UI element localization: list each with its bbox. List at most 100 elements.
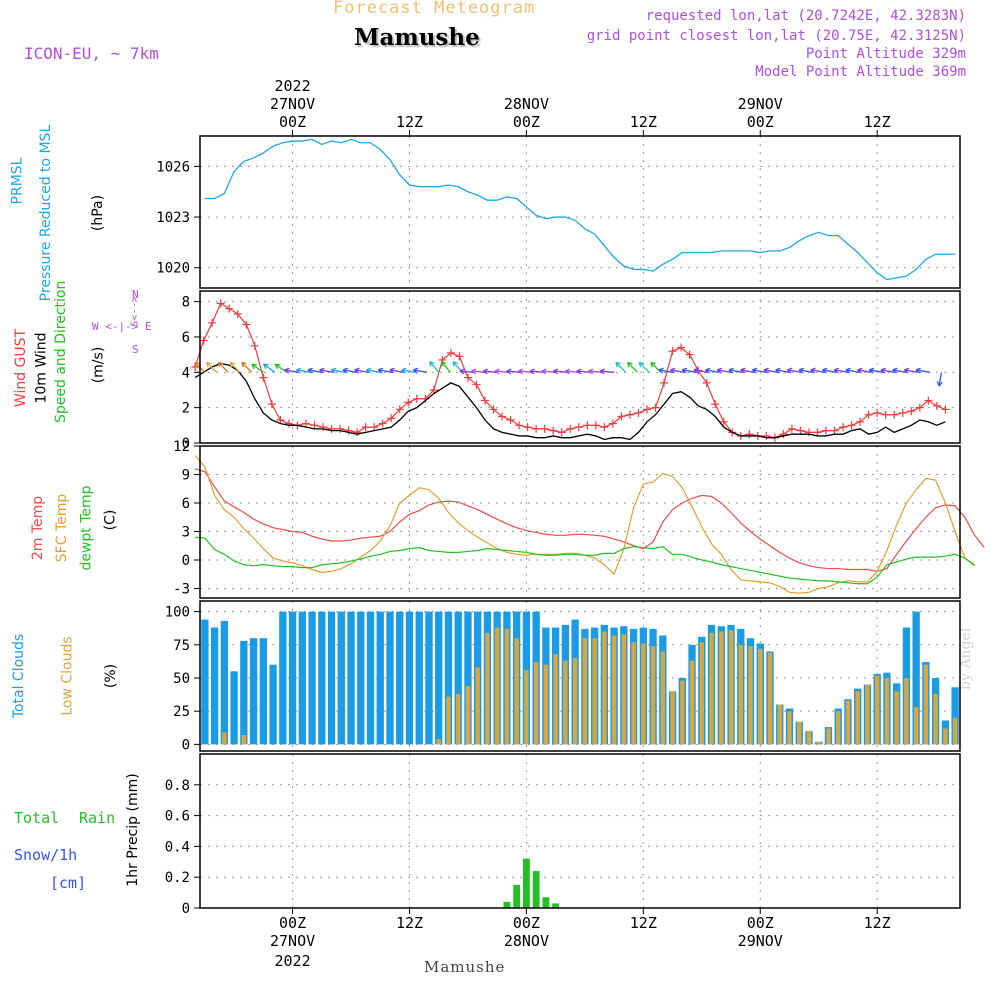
total-cloud-bar bbox=[318, 611, 326, 745]
gust-marker bbox=[898, 408, 907, 417]
wind-direction-arrow bbox=[295, 367, 311, 374]
wind-direction-arrow bbox=[740, 367, 755, 374]
wind-direction-arrow bbox=[366, 367, 381, 374]
gust-marker bbox=[225, 304, 234, 313]
wind-direction-arrow bbox=[319, 367, 334, 374]
gust-marker bbox=[378, 419, 387, 428]
temp-frame bbox=[199, 445, 961, 599]
temp-ytick-label: 6 bbox=[182, 496, 190, 512]
requested-coords: requested lon,lat (20.7242E, 42.3283N) bbox=[645, 8, 966, 24]
gust-marker bbox=[711, 400, 720, 409]
precip-snow-label: Snow/1h bbox=[14, 846, 78, 864]
rain-bar bbox=[523, 858, 530, 908]
gust-marker bbox=[344, 426, 353, 435]
rain-bar bbox=[532, 871, 540, 908]
low-cloud-bar bbox=[923, 664, 929, 745]
gust-marker bbox=[566, 424, 575, 433]
bottom-time-date: 28NOV bbox=[504, 932, 549, 950]
gust-marker bbox=[284, 419, 293, 428]
total-cloud-bar bbox=[366, 611, 375, 745]
gust-marker bbox=[387, 414, 396, 423]
total-cloud-bar bbox=[259, 638, 267, 745]
wind-direction-arrow bbox=[541, 368, 556, 375]
low-cloud-bar bbox=[777, 704, 782, 745]
total-cloud-bar bbox=[230, 671, 238, 745]
wind-direction-arrow bbox=[389, 367, 404, 374]
wind-direction-arrow bbox=[599, 368, 615, 375]
low-cloud-bar bbox=[494, 627, 500, 745]
temp-ytick-label: 3 bbox=[182, 525, 190, 541]
gust-marker bbox=[540, 424, 549, 433]
gust-marker bbox=[856, 417, 865, 426]
gust-marker bbox=[250, 341, 259, 350]
wind-direction-arrow bbox=[412, 367, 428, 374]
total-cloud-bar bbox=[464, 611, 472, 745]
low-cloud-bar bbox=[514, 638, 519, 745]
top-time-hour: 12Z bbox=[864, 113, 891, 131]
cloud-ytick-label: 25 bbox=[173, 704, 190, 720]
gust-marker bbox=[941, 405, 950, 414]
low-cloud-bar bbox=[855, 691, 860, 745]
wind-ytick-label: 6 bbox=[182, 330, 190, 346]
low-cloud-bar bbox=[611, 635, 617, 745]
wind-direction-arrow bbox=[775, 367, 790, 374]
wind-ytick-label: 0 bbox=[182, 436, 190, 452]
bottom-time-hour: 12Z bbox=[396, 914, 423, 932]
gust-marker bbox=[429, 385, 438, 394]
total-cloud-bar bbox=[376, 611, 384, 745]
pressure-ytick-label: 1026 bbox=[156, 159, 190, 175]
wind-direction-arrow bbox=[217, 361, 229, 373]
gust-marker bbox=[847, 421, 856, 430]
gust-marker bbox=[924, 396, 933, 405]
total-cloud-bar bbox=[308, 611, 316, 745]
low-cloud-bar bbox=[845, 700, 851, 745]
gust-marker bbox=[472, 380, 481, 389]
low-cloud-bar bbox=[504, 628, 510, 745]
total-cloud-bar bbox=[220, 620, 229, 745]
compass-s: S bbox=[132, 343, 139, 356]
gust-marker bbox=[779, 430, 788, 439]
gust-marker bbox=[353, 428, 362, 437]
gust-marker bbox=[319, 423, 328, 432]
low-cloud-bar bbox=[933, 693, 938, 745]
low-cloud-bar bbox=[222, 732, 227, 745]
bottom-time-year: 2022 bbox=[275, 952, 311, 970]
rain-bar bbox=[503, 901, 511, 908]
gust-marker bbox=[395, 405, 404, 414]
total-cloud-bar bbox=[240, 640, 248, 745]
temp-ytick-label: 9 bbox=[182, 468, 190, 484]
precip-ytick-label: 0.4 bbox=[165, 839, 190, 855]
cloud-ytick-label: 100 bbox=[165, 605, 190, 621]
dewpt-line bbox=[195, 536, 975, 585]
gust-marker bbox=[813, 428, 822, 437]
wind-direction-arrow bbox=[517, 368, 533, 375]
low-cloud-bar bbox=[241, 735, 247, 745]
low-cloud-bar bbox=[709, 632, 714, 745]
wind-direction-arrow bbox=[229, 361, 241, 373]
wind-direction-arrow bbox=[822, 367, 837, 374]
wind-direction-arrow bbox=[915, 367, 930, 374]
total-cloud-bar bbox=[951, 687, 959, 745]
precip-ytick-label: 0.8 bbox=[165, 778, 190, 794]
gust-marker bbox=[259, 373, 268, 382]
gust-marker bbox=[634, 408, 643, 417]
gust-marker bbox=[549, 426, 558, 435]
bottom-time-hour: 00Z bbox=[279, 914, 306, 932]
wind-direction-arrow bbox=[274, 363, 288, 373]
wind-direction-arrow bbox=[880, 367, 895, 374]
low-cloud-bar bbox=[816, 741, 821, 745]
gust-line bbox=[194, 302, 946, 439]
wind-direction-arrow bbox=[705, 367, 720, 374]
low-cloud-bar bbox=[543, 664, 549, 745]
bottom-time-date: 29NOV bbox=[738, 932, 783, 950]
low-cloud-bar bbox=[748, 646, 753, 745]
wind-direction-arrow bbox=[786, 367, 802, 374]
compass-n: N bbox=[132, 288, 139, 301]
gust-marker bbox=[608, 419, 617, 428]
gust-marker bbox=[267, 400, 276, 409]
low-cloud-bar bbox=[660, 651, 666, 745]
low-cloud-bar bbox=[894, 691, 899, 745]
wind-direction-arrow bbox=[681, 367, 697, 374]
wind-ytick-label: 8 bbox=[182, 295, 190, 311]
low-cloud-bar bbox=[719, 631, 724, 745]
